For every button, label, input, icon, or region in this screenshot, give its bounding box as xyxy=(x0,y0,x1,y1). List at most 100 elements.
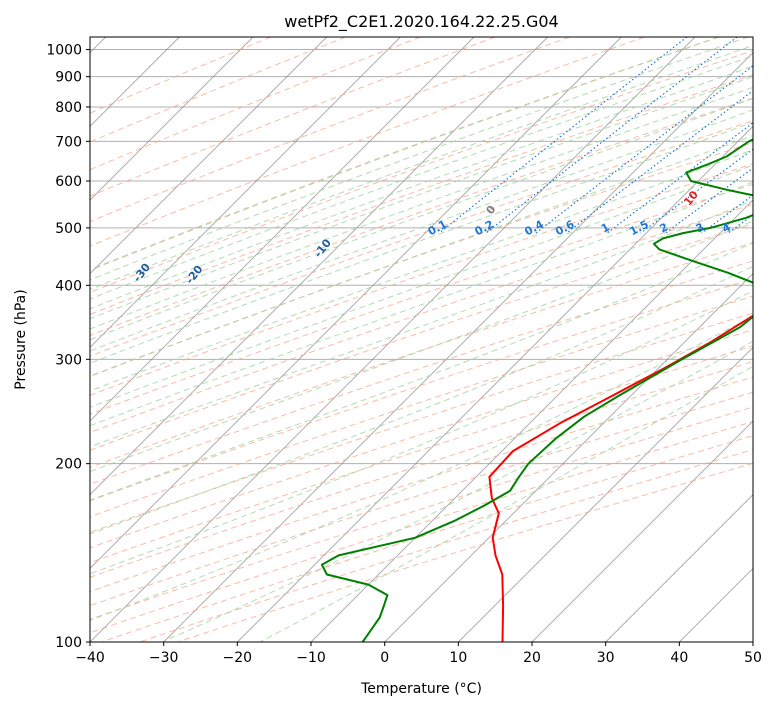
dry-adiabat-line xyxy=(90,223,753,451)
dry-adiabat-line xyxy=(90,37,570,223)
x-tick-label: −40 xyxy=(75,650,105,666)
isotherm-line xyxy=(90,37,696,642)
dry-adiabat-line xyxy=(90,37,346,143)
dry-adiabat-line xyxy=(90,241,753,469)
isotherm-line xyxy=(384,273,753,642)
moist-adiabat-line xyxy=(90,121,753,364)
dry-adiabat-line xyxy=(177,462,753,642)
moist-adiabat-line xyxy=(90,164,753,408)
moist-adiabat-line xyxy=(90,242,753,501)
moist-adiabat-line xyxy=(90,55,753,300)
mixing-ratio-line xyxy=(438,37,688,234)
dry-adiabat-line xyxy=(90,37,272,114)
isotherm-line xyxy=(90,37,327,275)
y-tick-label: 400 xyxy=(55,278,82,294)
adiabat-label: 0 xyxy=(484,203,499,217)
profile-line xyxy=(320,138,753,642)
y-tick-label: 500 xyxy=(55,221,82,237)
mixing-ratio-line xyxy=(606,122,753,234)
mixing-ratio-label: 0.4 xyxy=(522,218,546,239)
moist-adiabat-line xyxy=(90,181,753,427)
mixing-ratio-line xyxy=(485,37,738,234)
moist-adiabat-line xyxy=(90,200,753,448)
moist-adiabat-line xyxy=(90,44,753,290)
data-lines xyxy=(320,138,753,642)
dry-adiabat-line xyxy=(139,449,753,642)
isotherm-line xyxy=(90,37,401,348)
dry-adiabat-line xyxy=(90,37,720,271)
mixing-ratio-line xyxy=(767,37,775,233)
mixing-ratio-line xyxy=(701,194,753,234)
chart-title: wetPf2_C2E1.2020.164.22.25.G04 xyxy=(284,12,558,32)
isotherm-line xyxy=(531,420,753,642)
moist-adiabat-line xyxy=(90,86,753,330)
dry-adiabat-line xyxy=(90,142,753,377)
dry-adiabat-line xyxy=(90,50,753,293)
x-axis: −40 −30 −20 −10 0 10 20 30 40 50 xyxy=(75,642,762,666)
moist-adiabat-line xyxy=(90,290,753,575)
dry-adiabat-line xyxy=(90,278,753,502)
y-tick-label: 600 xyxy=(55,174,82,190)
y-tick-label: 700 xyxy=(55,134,82,150)
adiabat-label: -10 xyxy=(311,236,334,260)
isotherm-line xyxy=(90,37,622,569)
profile-line xyxy=(488,314,753,642)
isotherm-line xyxy=(458,346,753,642)
isotherm-line xyxy=(605,494,753,642)
x-tick-label: −20 xyxy=(223,650,253,666)
isotherm-line xyxy=(90,37,254,201)
dry-adiabat-line xyxy=(90,329,753,549)
y-tick-label: 100 xyxy=(55,635,82,651)
moist-adiabat-line xyxy=(90,265,753,535)
y-tick-label: 800 xyxy=(55,100,82,116)
moist-adiabat-line xyxy=(90,220,753,473)
y-axis-label: Pressure (hPa) xyxy=(13,289,29,389)
adiabat-label: -30 xyxy=(131,261,154,285)
isotherm-line xyxy=(752,641,753,642)
x-tick-label: 20 xyxy=(523,650,541,666)
moist-adiabat-line xyxy=(90,149,753,392)
dry-adiabat-line xyxy=(90,74,753,315)
dry-adiabat-line xyxy=(90,345,753,564)
dry-adiabat-line xyxy=(90,120,753,357)
x-tick-label: 30 xyxy=(597,650,615,666)
moist-adiabat-line xyxy=(90,109,753,352)
dry-adiabat-line xyxy=(90,203,753,433)
mixing-ratio-label: 0.1 xyxy=(426,218,449,239)
isotherm-line xyxy=(310,199,753,642)
moist-adiabat-line xyxy=(90,37,749,281)
x-tick-label: 50 xyxy=(744,650,762,666)
isotherm-line xyxy=(163,52,753,642)
dry-adiabat-line xyxy=(90,376,753,593)
y-tick-label: 200 xyxy=(55,457,82,473)
dry-adiabat-line xyxy=(90,312,753,534)
isotherm-line xyxy=(90,37,475,422)
moist-adiabat-line xyxy=(90,97,753,341)
mixing-ratio-label: 1.5 xyxy=(627,218,650,239)
y-tick-label: 900 xyxy=(55,70,82,86)
moist-adiabat-line xyxy=(90,134,753,377)
x-tick-label: −10 xyxy=(296,650,326,666)
isotherm-line xyxy=(237,125,753,642)
mixing-ratio-line xyxy=(665,167,753,234)
moist-adiabat-line xyxy=(90,37,719,271)
moist-adiabat-line xyxy=(90,76,753,320)
moist-adiabat-line xyxy=(90,315,753,621)
mixing-ratio-label: 0.2 xyxy=(473,218,496,239)
dry-adiabat-line xyxy=(90,260,753,485)
moist-adiabat-line xyxy=(90,65,753,310)
dry-adiabat-line xyxy=(90,295,753,518)
dry-adiabat-line xyxy=(90,37,645,247)
mixing-ratio-line xyxy=(535,65,753,234)
dry-adiabat-line xyxy=(90,163,753,396)
y-axis: 100 200 300 400 500 600 700 800 900 1000 xyxy=(46,43,90,651)
x-tick-label: −30 xyxy=(149,650,179,666)
y-tick-label: 1000 xyxy=(46,43,82,59)
x-axis-label: Temperature (°C) xyxy=(360,681,482,697)
adiabat-label: -20 xyxy=(183,263,206,287)
isotherm-line xyxy=(90,37,548,496)
dry-adiabat-line xyxy=(90,361,753,578)
y-tick-label: 300 xyxy=(55,352,82,368)
